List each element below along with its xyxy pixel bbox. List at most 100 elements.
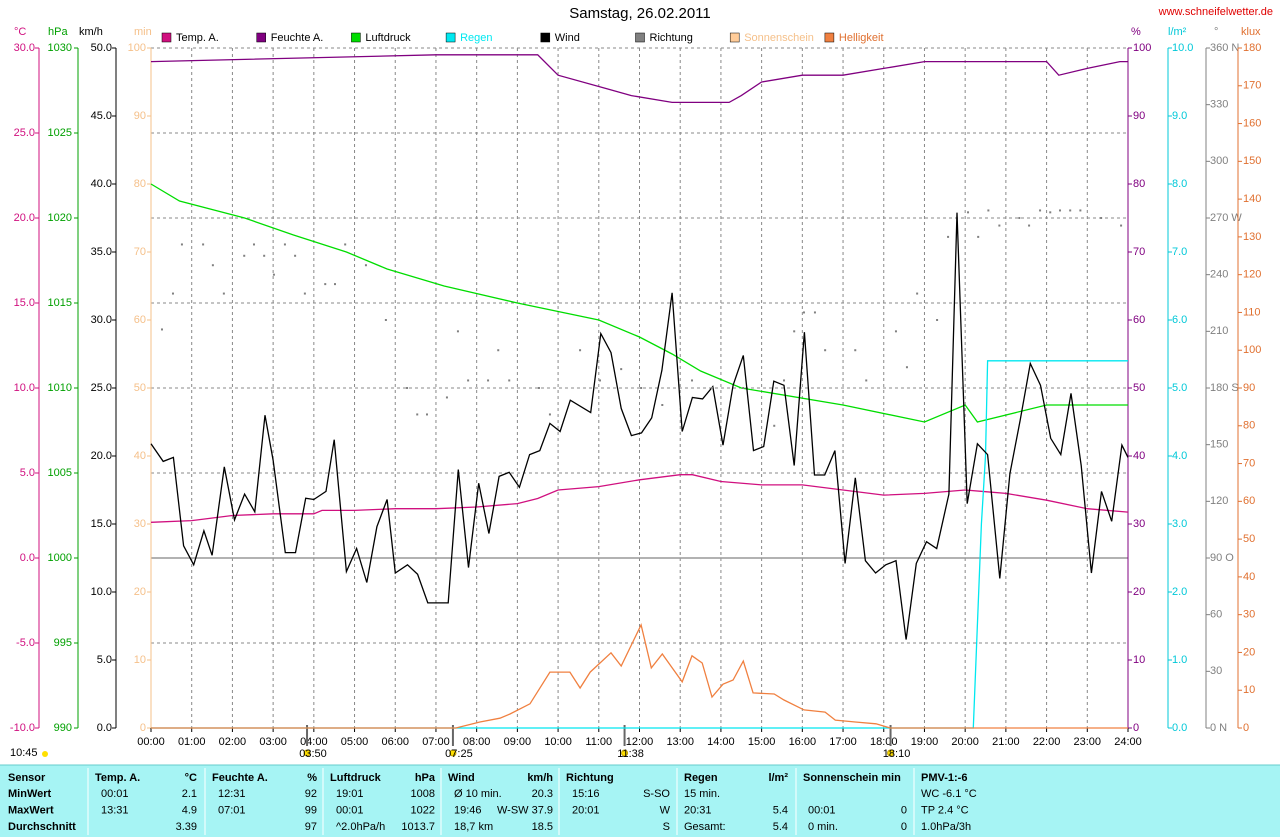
table-cell: 1022: [411, 804, 435, 816]
table-cell: 0: [901, 821, 907, 833]
direction-dot: [916, 292, 919, 295]
direction-dot: [620, 368, 623, 371]
y-tick-label: 30.0: [14, 42, 35, 54]
table-cell: TP 2.4 °C: [921, 804, 969, 816]
y-tick-label: 25.0: [14, 127, 35, 139]
y-tick-label: 40: [134, 450, 146, 462]
y-tick-label: 360 N: [1210, 42, 1239, 54]
direction-dot: [599, 379, 602, 382]
direction-dot: [661, 404, 664, 406]
direction-dot: [406, 387, 409, 389]
x-tick-label: 10:00: [544, 736, 572, 748]
direction-dot: [640, 387, 643, 389]
y-tick-label: 0 N: [1210, 722, 1227, 734]
table-cell: Ø 10 min.: [454, 788, 502, 800]
y-tick-label: 35.0: [91, 246, 112, 258]
y-tick-label: 70: [1133, 246, 1145, 258]
y-tick-label: -5.0: [16, 637, 35, 649]
table-cell: 19:01: [336, 788, 364, 800]
legend-swatch: [351, 32, 361, 43]
direction-dot: [802, 311, 805, 314]
direction-dot: [1059, 209, 1062, 212]
direction-dot: [824, 349, 827, 352]
y-tick-label: 90 O: [1210, 552, 1234, 564]
table-cell: S: [663, 821, 670, 833]
y-tick-label: 10: [134, 654, 146, 666]
table-header: Regen: [684, 772, 718, 784]
direction-dot: [691, 379, 694, 382]
y-tick-label: 80: [1133, 178, 1145, 190]
x-tick-label: 15:00: [748, 736, 776, 748]
y-tick-label: 0.0: [97, 722, 112, 734]
y-tick-label: 60: [134, 314, 146, 326]
y-tick-label: 20: [134, 586, 146, 598]
table-cell: 18,7 km: [454, 821, 493, 833]
table-header: Luftdruck: [330, 772, 382, 784]
y-tick-label: 20: [1243, 646, 1255, 658]
direction-dot: [222, 292, 225, 295]
table-cell: 5.4: [773, 821, 788, 833]
table-header: Feuchte A.: [212, 772, 268, 784]
direction-dot: [1079, 209, 1082, 212]
table-header: Wind: [448, 772, 475, 784]
site-name: www.schneifelwetter.de: [1158, 6, 1273, 18]
y-axis-unit: hPa: [48, 26, 68, 38]
y-tick-label: 90: [134, 110, 146, 122]
chart-title: Samstag, 26.02.2011: [569, 5, 711, 22]
y-tick-label: 30: [134, 518, 146, 530]
y-tick-label: 70: [134, 246, 146, 258]
table-header: km/h: [527, 772, 553, 784]
direction-dot: [1069, 209, 1072, 212]
direction-dot: [936, 319, 939, 321]
y-tick-label: 10.0: [14, 382, 35, 394]
series-line: [150, 474, 1129, 523]
table-cell: 99: [305, 804, 317, 816]
event-label: 18:10: [883, 748, 911, 760]
x-tick-label: 21:00: [992, 736, 1020, 748]
legend-label: Sonnenschein: [744, 32, 814, 44]
y-tick-label: 1020: [48, 212, 72, 224]
y-tick-label: 150: [1210, 439, 1228, 451]
y-axis-unit: %: [1131, 26, 1141, 38]
x-tick-label: 23:00: [1074, 736, 1102, 748]
x-tick-label: 12:00: [626, 736, 654, 748]
direction-dot: [1028, 224, 1031, 227]
direction-dot: [211, 264, 214, 267]
y-tick-label: 1030: [48, 42, 72, 54]
table-header: °C: [185, 772, 197, 784]
direction-dot: [1039, 209, 1042, 212]
legend-swatch: [445, 32, 456, 43]
legend-label: Helligkeit: [839, 32, 884, 44]
y-tick-label: 0.0: [20, 552, 35, 564]
x-tick-label: 20:00: [951, 736, 979, 748]
y-tick-label: 45.0: [91, 110, 112, 122]
legend-label: Regen: [460, 32, 492, 44]
y-tick-label: 20.0: [91, 450, 112, 462]
y-tick-label: 1010: [48, 382, 72, 394]
y-tick-label: 120: [1210, 495, 1228, 507]
y-tick-label: 0: [140, 722, 146, 734]
y-tick-label: 5.0: [97, 654, 112, 666]
y-tick-label: 30: [1133, 518, 1145, 530]
series-line: [150, 183, 1128, 423]
table-cell: 20:01: [572, 804, 600, 816]
direction-dot: [967, 211, 970, 214]
y-tick-label: 15.0: [91, 518, 112, 530]
y-tick-label: 25.0: [91, 382, 112, 394]
y-tick-label: 90: [1133, 110, 1145, 122]
legend-swatch: [635, 32, 645, 43]
legend-swatch: [540, 32, 551, 43]
y-tick-label: 995: [54, 637, 72, 649]
y-tick-label: 5.0: [1172, 382, 1187, 394]
table-cell: 00:01: [101, 788, 129, 800]
table-cell: 2.1: [182, 788, 197, 800]
direction-dot: [303, 292, 306, 295]
x-tick-label: 11:00: [585, 736, 612, 748]
x-tick-label: 14:00: [707, 736, 735, 748]
y-axis-unit: l/m²: [1168, 26, 1187, 38]
direction-dot: [487, 379, 490, 382]
x-tick-label: 19:00: [911, 736, 939, 748]
direction-dot: [1018, 217, 1021, 219]
direction-dot: [548, 413, 551, 416]
direction-dot: [497, 349, 500, 352]
